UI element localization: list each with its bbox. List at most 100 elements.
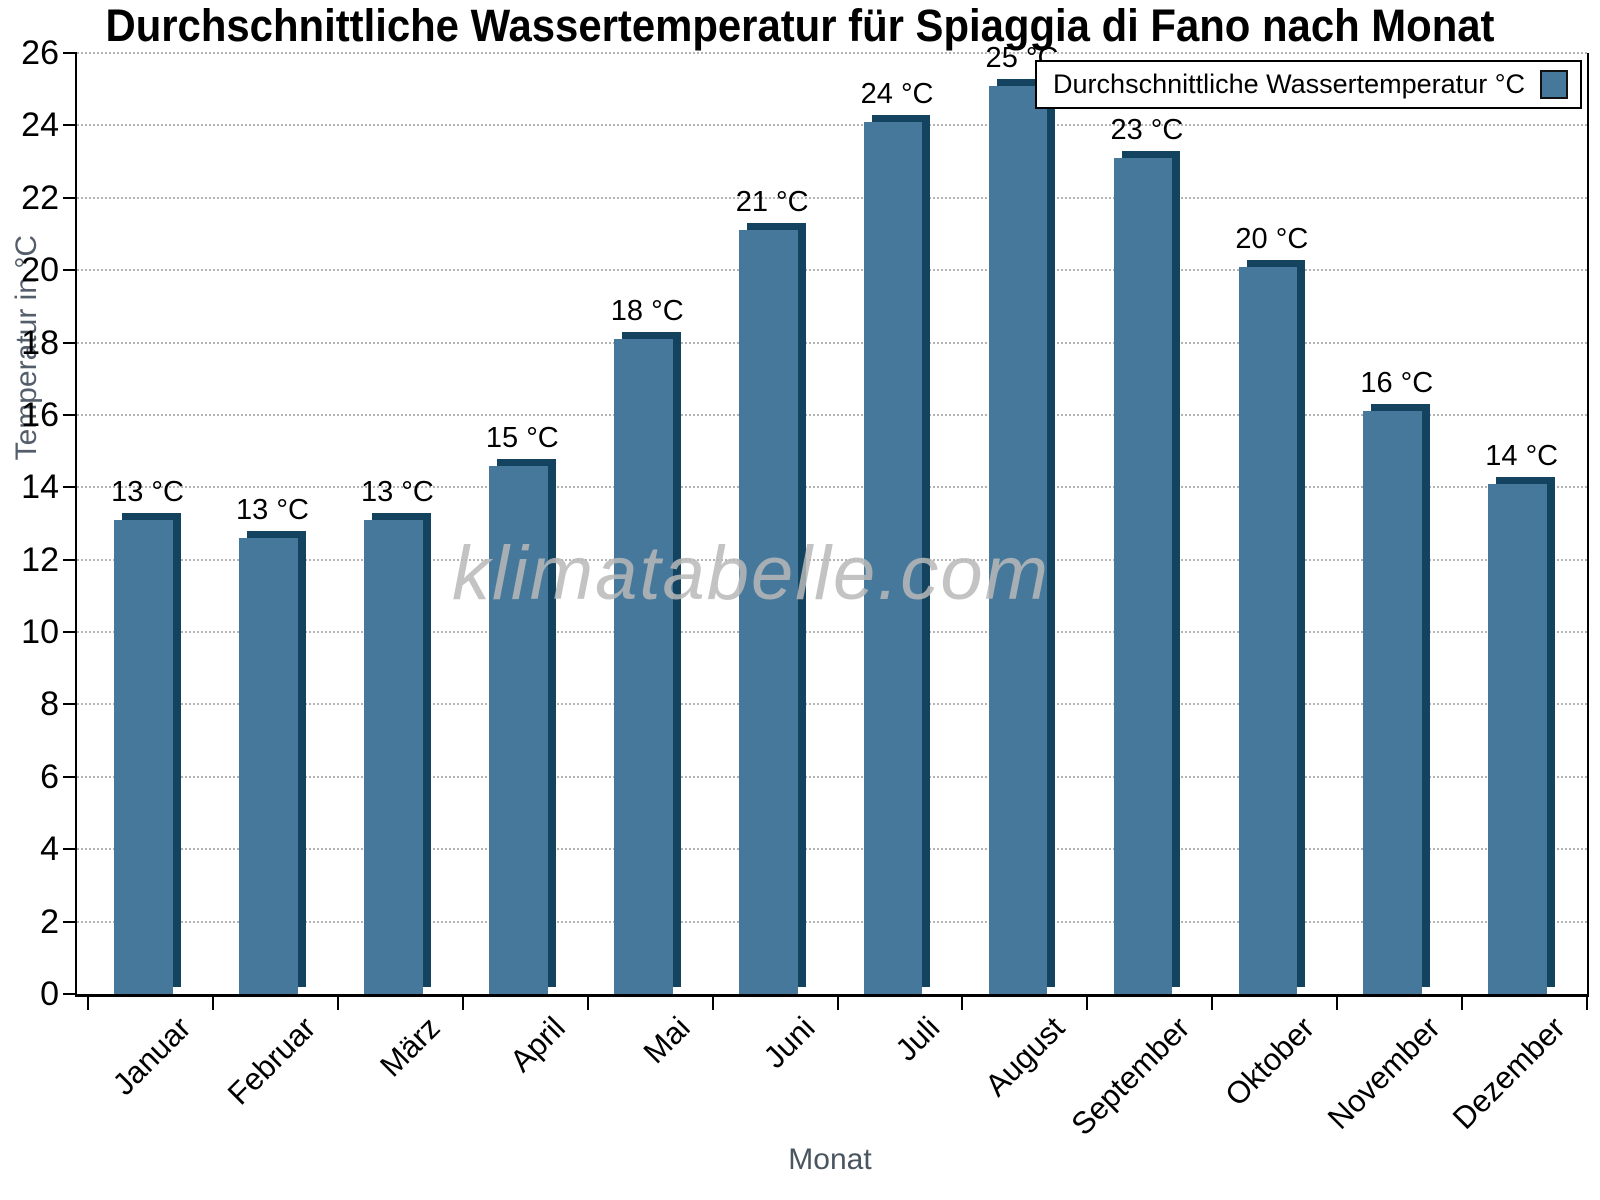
bar-value-label: 15 °C [485,421,559,454]
bar [988,85,1048,994]
x-axis-month-label: August [978,1010,1072,1103]
y-tick [63,124,77,127]
grid-line [77,848,1587,851]
bar-slot: 13 °C [213,53,338,994]
grid-line [77,341,1587,344]
y-tick-label: 22 [21,178,59,217]
y-tick [63,558,77,561]
y-tick [63,775,77,778]
y-tick [63,413,77,416]
watermark: klimatabelle.com [452,531,1050,616]
grid-line [77,269,1587,272]
x-tick [1461,997,1464,1010]
grid-line [77,196,1587,199]
legend-label: Durchschnittliche Wassertemperatur °C [1053,69,1525,99]
bar-slot: 13 °C [88,53,213,994]
bar [1363,411,1423,994]
bar-slot: 18 °C [588,53,713,994]
x-axis-title: Monat [788,1143,872,1176]
grid-line [77,558,1587,561]
y-tick-label: 18 [21,323,59,362]
bar-slot: 14 °C [1462,53,1587,994]
grid-line [77,486,1587,489]
x-axis-month-label: Mai [636,1010,697,1071]
x-tick [461,997,464,1010]
bars-container: 13 °C 13 °C 13 °C 15 °C 18 °C 21 °C 24 °C 25 °C… [77,43,1587,994]
y-tick-label: 0 [40,975,59,1013]
bar-value-label: 13 °C [111,475,184,508]
bar [738,230,798,994]
bar [1488,483,1548,994]
x-axis-month-label: Dezember [1445,1010,1572,1136]
y-tick-label: 2 [40,902,59,941]
y-tick-label: 6 [40,757,59,796]
grid-line [77,631,1587,634]
x-axis-month-label: September [1064,1010,1197,1142]
y-tick-label: 26 [21,34,59,72]
bar [613,338,673,994]
y-tick [63,631,77,634]
x-axis-month-label: Januar [105,1010,198,1102]
legend-swatch-icon [1540,70,1568,99]
chart-title: Durchschnittliche Wassertemperatur für S… [105,0,1495,51]
y-tick [63,848,77,851]
x-tick [1086,997,1089,1010]
bar [239,537,298,994]
grid-line [77,703,1587,706]
x-axis-month-label: Oktober [1218,1010,1322,1113]
x-tick [336,997,339,1010]
y-tick-label: 14 [21,468,59,507]
bar-slot: 23 °C [1087,53,1212,994]
y-tick-label: 16 [21,395,59,434]
grid-line [77,52,1587,54]
x-tick [961,997,964,1010]
y-tick [63,920,77,923]
x-tick [1586,997,1588,1010]
x-axis-month-label: Juli [889,1010,947,1068]
bar [488,465,548,994]
bar-value-label: 14 °C [1485,439,1559,472]
y-tick [63,269,77,272]
y-tick [63,196,77,199]
grid-line [77,775,1587,778]
legend-box: Durchschnittliche Wassertemperatur °C [1035,60,1582,109]
y-tick-label: 8 [40,685,59,724]
x-tick [586,997,589,1010]
bar [1113,157,1173,994]
x-axis-month-label: April [503,1010,572,1079]
bar-value-label: 16 °C [1360,367,1434,400]
y-tick [63,52,77,54]
bar-value-label: 13 °C [360,475,434,508]
y-tick-label: 24 [21,106,59,145]
y-tick [63,703,77,706]
y-tick-label: 20 [21,251,59,290]
bar-value-label: 13 °C [236,493,309,526]
x-tick [836,997,839,1010]
grid-line [77,413,1587,416]
bar-slot: 20 °C [1212,53,1337,994]
bar-value-label: 18 °C [610,294,684,327]
bar-slot: 15 °C [463,53,588,994]
x-axis-month-label: März [373,1010,448,1084]
bar-slot: 21 °C [713,53,838,994]
y-tick [63,993,77,995]
grid-line [77,124,1587,127]
y-tick [63,486,77,489]
bar-slot: 13 °C [338,53,463,994]
x-tick [1336,997,1339,1010]
x-tick [211,997,214,1010]
x-axis-month-label: Februar [220,1010,323,1112]
x-tick [711,997,714,1010]
bar-slot: 24 °C [838,53,963,994]
y-tick-label: 4 [40,830,59,869]
y-tick-label: 10 [21,613,59,652]
x-axis-month-label: November [1320,1010,1447,1136]
x-tick [87,997,89,1010]
bar-slot: 25 °C [962,43,1087,994]
bar-value-label: 20 °C [1235,222,1309,255]
grid-line [77,920,1587,923]
plot-area: 0 2 4 6 8 10 12 14 16 18 20 22 24 26 13 °C 13 °C 13 °C 1… [21,36,1589,1142]
bar-value-label: 23 °C [1110,113,1184,146]
bar-slot: 16 °C [1337,53,1462,994]
